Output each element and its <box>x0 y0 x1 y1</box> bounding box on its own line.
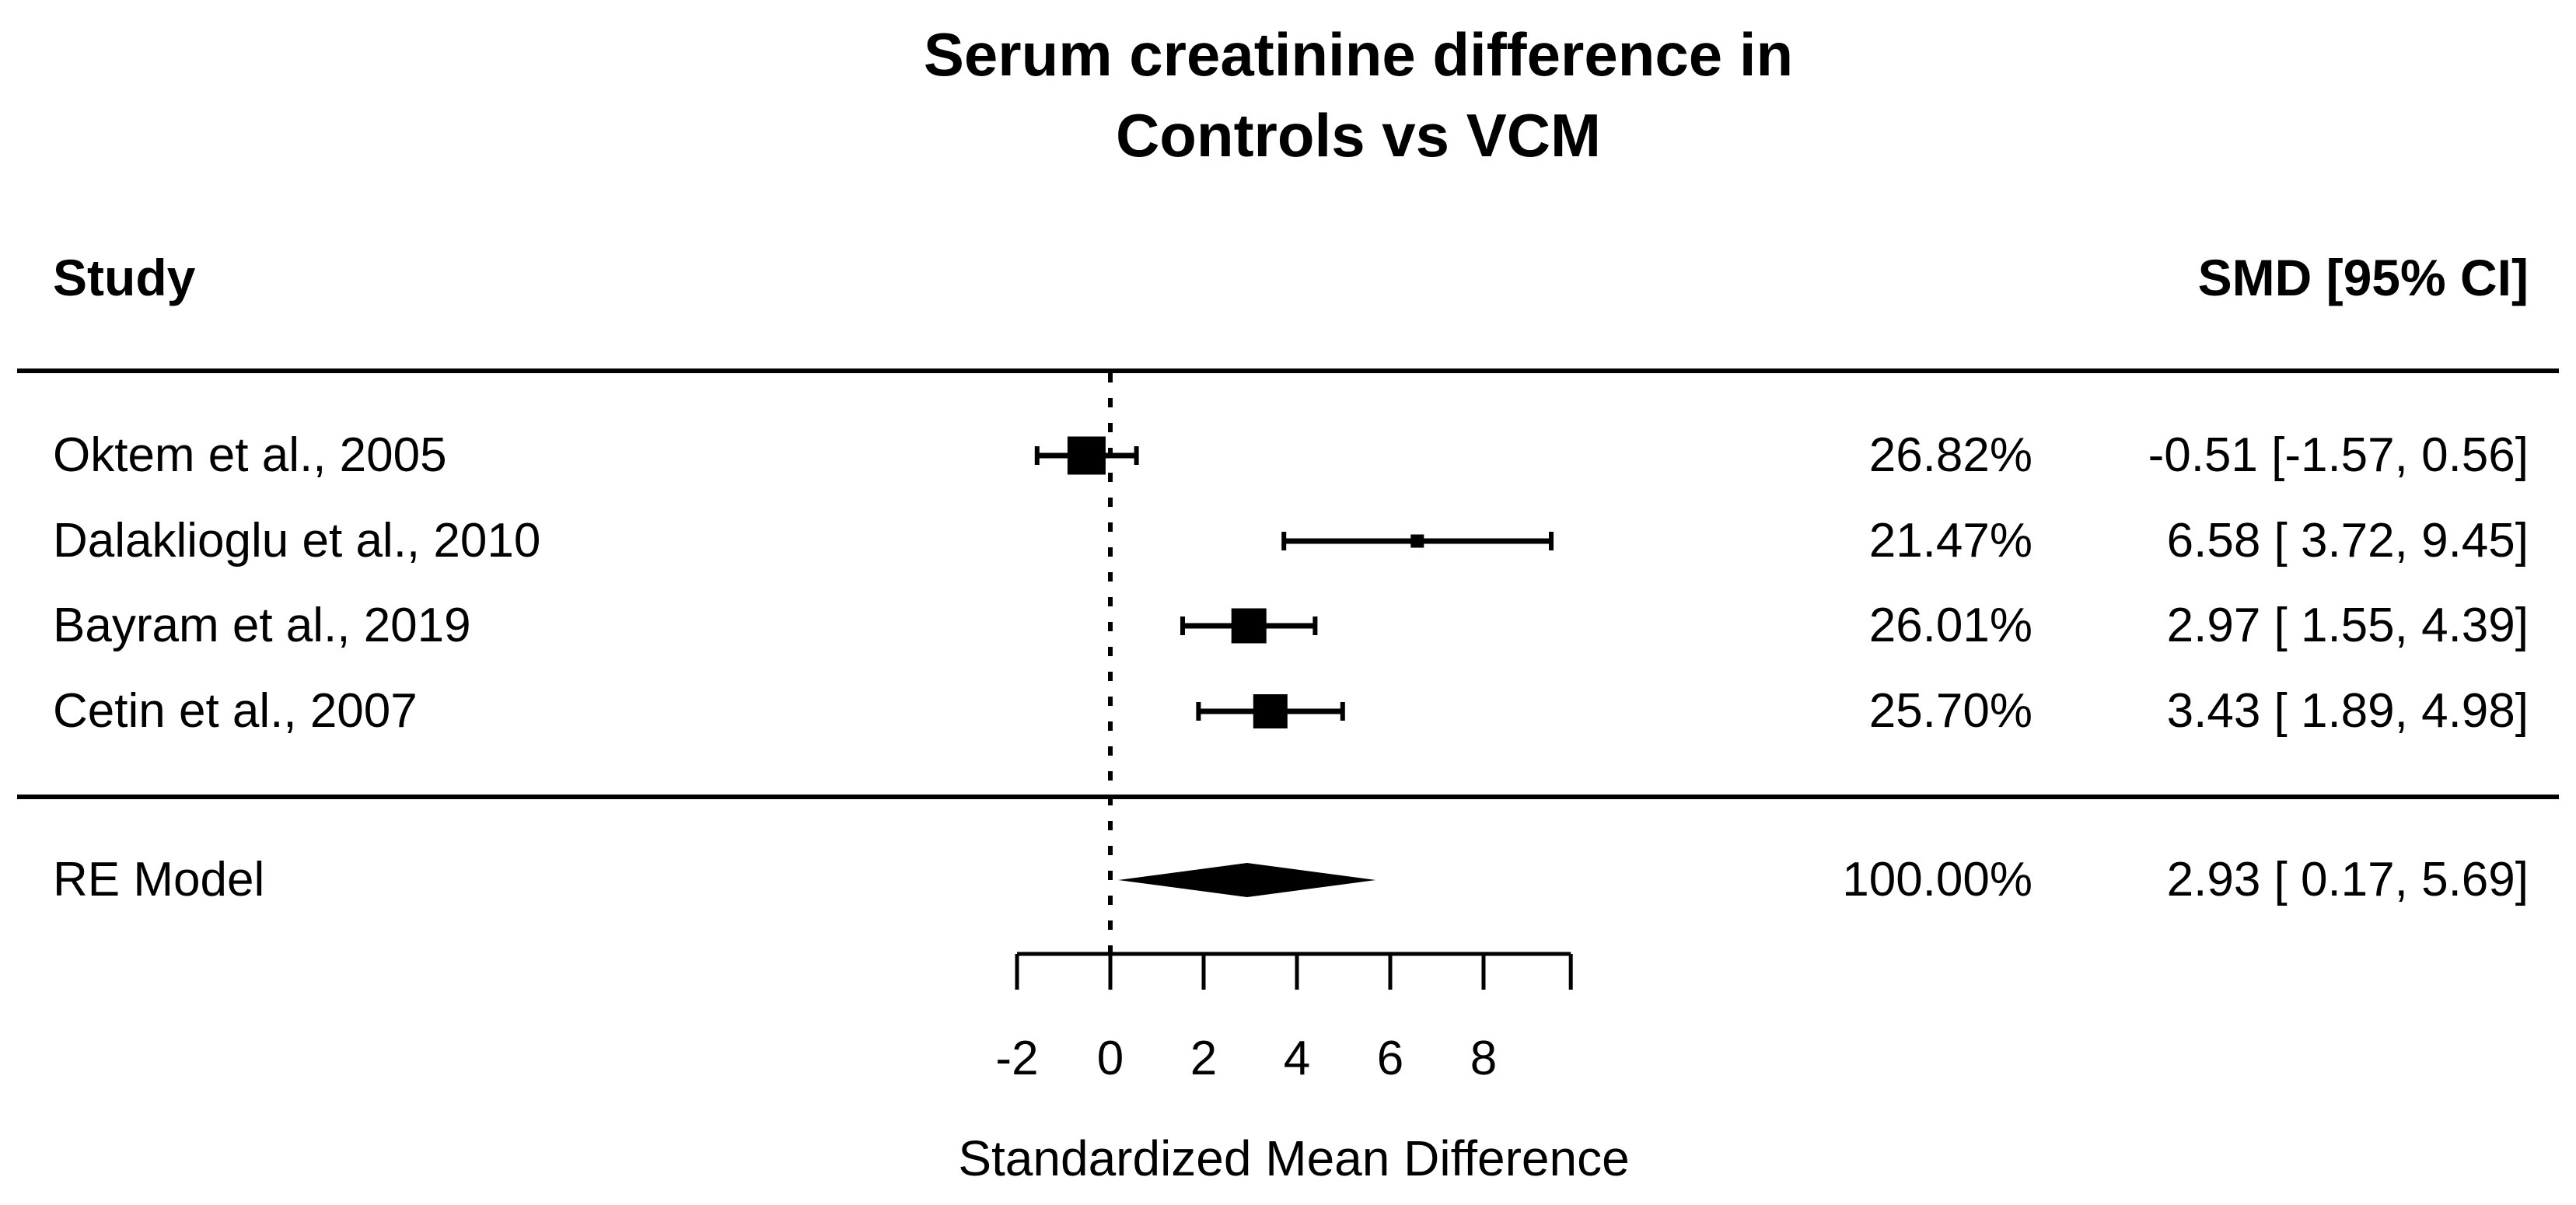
effect-square <box>1231 608 1267 644</box>
divider-bottom <box>17 795 2559 799</box>
study-ci: -0.51 [-1.57, 0.56] <box>2148 428 2529 482</box>
study-label: Cetin et al., 2007 <box>53 684 418 738</box>
divider-top <box>17 368 2559 373</box>
effect-square <box>1410 534 1424 548</box>
x-axis-tick-label: 8 <box>1470 1032 1497 1085</box>
chart-title: Serum creatinine difference in Controls … <box>814 14 1903 176</box>
study-ci: 2.97 [ 1.55, 4.39] <box>2166 599 2529 652</box>
x-axis-tick-label: 0 <box>1097 1032 1124 1085</box>
summary-weight: 100.00% <box>1842 853 2032 906</box>
x-axis-tick-label: 6 <box>1377 1032 1403 1085</box>
chart-title-line2: Controls vs VCM <box>1115 101 1602 169</box>
study-weight: 21.47% <box>1868 514 2032 568</box>
study-ci: 3.43 [ 1.89, 4.98] <box>2166 684 2529 738</box>
column-header-smd: SMD [95% CI] <box>2197 249 2529 306</box>
chart-title-line1: Serum creatinine difference in <box>923 20 1794 89</box>
effect-square <box>1253 694 1288 728</box>
study-weight: 26.82% <box>1868 428 2032 482</box>
study-ci: 6.58 [ 3.72, 9.45] <box>2166 514 2529 568</box>
summary-label: RE Model <box>53 853 265 906</box>
study-label: Dalaklioglu et al., 2010 <box>53 514 541 568</box>
summary-ci: 2.93 [ 0.17, 5.69] <box>2166 853 2529 906</box>
column-header-study: Study <box>53 249 196 306</box>
x-axis-tick-label: -2 <box>995 1032 1038 1085</box>
study-weight: 25.70% <box>1868 684 2032 738</box>
study-label: Oktem et al., 2005 <box>53 428 447 482</box>
x-axis-tick-label: 4 <box>1284 1032 1310 1085</box>
effect-square <box>1067 436 1106 475</box>
summary-diamond <box>1118 863 1376 897</box>
x-axis-tick-label: 2 <box>1190 1032 1217 1085</box>
study-label: Bayram et al., 2019 <box>53 599 471 652</box>
study-weight: 26.01% <box>1868 599 2032 652</box>
x-axis-title: Standardized Mean Difference <box>958 1130 1629 1186</box>
